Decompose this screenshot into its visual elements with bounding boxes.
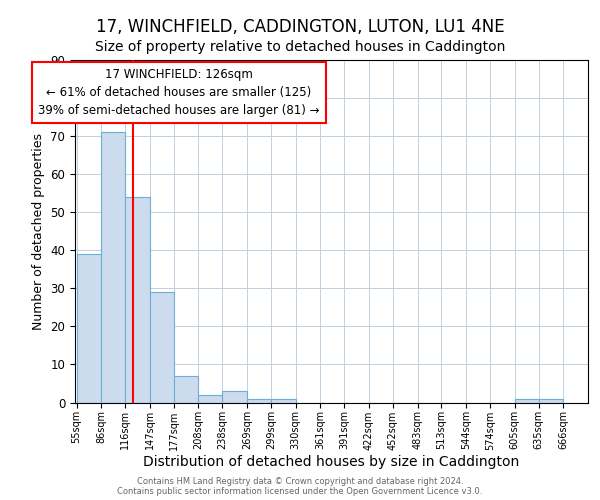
Bar <box>125 197 150 402</box>
Bar <box>101 132 125 402</box>
Bar <box>515 398 539 402</box>
X-axis label: Distribution of detached houses by size in Caddington: Distribution of detached houses by size … <box>143 455 520 469</box>
Bar <box>223 391 247 402</box>
Bar <box>199 395 223 402</box>
Text: 17, WINCHFIELD, CADDINGTON, LUTON, LU1 4NE: 17, WINCHFIELD, CADDINGTON, LUTON, LU1 4… <box>95 18 505 36</box>
Text: 17 WINCHFIELD: 126sqm
← 61% of detached houses are smaller (125)
39% of semi-det: 17 WINCHFIELD: 126sqm ← 61% of detached … <box>38 68 320 116</box>
Text: Contains HM Land Registry data © Crown copyright and database right 2024.: Contains HM Land Registry data © Crown c… <box>137 477 463 486</box>
Bar <box>271 398 296 402</box>
Text: Size of property relative to detached houses in Caddington: Size of property relative to detached ho… <box>95 40 505 54</box>
Bar <box>174 376 199 402</box>
Bar <box>150 292 174 403</box>
Bar <box>539 398 563 402</box>
Bar <box>247 398 271 402</box>
Text: Contains public sector information licensed under the Open Government Licence v3: Contains public sector information licen… <box>118 487 482 496</box>
Y-axis label: Number of detached properties: Number of detached properties <box>32 132 45 330</box>
Bar <box>77 254 101 402</box>
